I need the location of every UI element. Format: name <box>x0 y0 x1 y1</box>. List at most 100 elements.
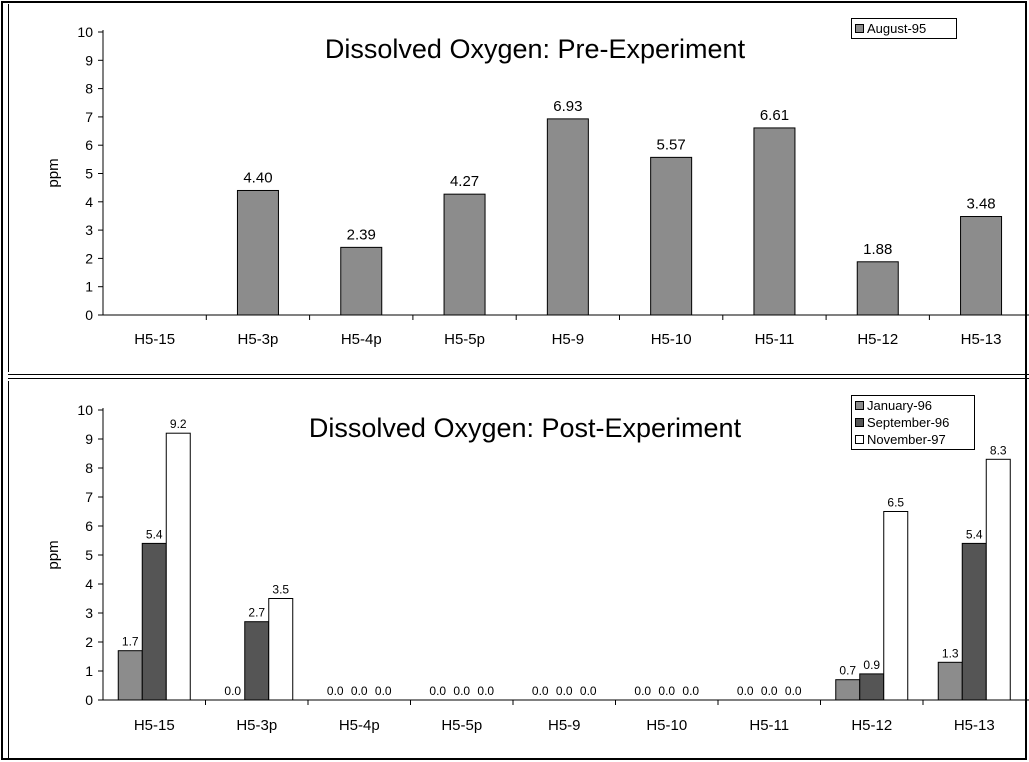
pre-bar-august-95 <box>546 118 589 316</box>
pre-data-label: 4.40 <box>243 169 272 186</box>
post-data-label: 0.7 <box>839 664 856 678</box>
pre-data-label: 6.93 <box>553 98 582 115</box>
post-data-label: 8.3 <box>990 443 1007 457</box>
post-data-label: 0.0 <box>532 684 549 698</box>
post-data-label: 0.0 <box>429 684 446 698</box>
pre-category-label: H5-13 <box>961 331 1002 348</box>
post-y-tick-label: 6 <box>85 518 93 534</box>
post-data-label: 0.0 <box>580 684 597 698</box>
post-bar-january-96 <box>937 661 963 701</box>
panel-divider <box>8 374 1029 379</box>
post-experiment-legend: January-96 September-96 November-97 <box>851 395 975 450</box>
pre-y-tick-label: 8 <box>85 81 93 97</box>
post-category-label: H5-3p <box>236 717 277 734</box>
pre-data-label: 6.61 <box>760 107 789 124</box>
pre-y-tick-label: 2 <box>85 250 93 266</box>
post-data-label: 9.2 <box>170 417 187 431</box>
legend-swatch <box>855 401 864 410</box>
post-data-label: 6.5 <box>887 496 904 510</box>
post-data-label: 5.4 <box>146 527 163 541</box>
legend-label: January-96 <box>867 398 933 413</box>
post-data-label: 0.0 <box>327 684 344 698</box>
legend-swatch <box>855 418 864 427</box>
post-category-label: H5-12 <box>851 717 892 734</box>
pre-y-tick-label: 1 <box>85 279 93 295</box>
pre-y-tick-label: 0 <box>85 307 93 323</box>
legend-item: November-97 <box>855 431 970 448</box>
post-data-label: 0.9 <box>863 658 880 672</box>
post-y-tick-label: 4 <box>85 576 93 592</box>
pre-y-tick-label: 9 <box>85 52 93 68</box>
post-bar-september-96 <box>859 673 885 701</box>
pre-y-tick-label: 7 <box>85 109 93 125</box>
post-y-tick-label: 3 <box>85 605 93 621</box>
post-data-label: 0.0 <box>224 684 241 698</box>
post-y-tick-label: 8 <box>85 460 93 476</box>
post-category-label: H5-5p <box>441 717 482 734</box>
post-y-tick-label: 10 <box>77 402 93 418</box>
post-data-label: 5.4 <box>966 527 983 541</box>
legend-label: August-95 <box>867 21 927 36</box>
legend-item: January-96 <box>855 397 970 414</box>
pre-category-label: H5-9 <box>552 331 585 348</box>
pre-bar-august-95 <box>443 193 486 316</box>
post-y-tick-label: 1 <box>85 663 93 679</box>
pre-y-tick-label: 4 <box>85 194 93 210</box>
post-y-tick-label: 2 <box>85 634 93 650</box>
post-y-tick-label: 9 <box>85 431 93 447</box>
pre-y-axis-label: ppm <box>45 158 62 187</box>
post-data-label: 0.0 <box>682 684 699 698</box>
pre-category-label: H5-3p <box>238 331 279 348</box>
legend-item: August-95 <box>855 20 952 37</box>
legend-item: September-96 <box>855 414 970 431</box>
post-data-label: 3.5 <box>272 583 289 597</box>
top-panel-edge <box>8 4 9 372</box>
pre-bar-august-95 <box>753 127 796 316</box>
pre-y-tick-label: 6 <box>85 137 93 153</box>
post-category-label: H5-11 <box>749 717 789 734</box>
post-y-tick-label: 0 <box>85 692 93 708</box>
pre-bar-august-95 <box>236 189 279 316</box>
pre-data-label: 4.27 <box>450 173 479 190</box>
legend-label: November-97 <box>867 432 946 447</box>
post-data-label: 0.0 <box>761 684 778 698</box>
pre-category-label: H5-11 <box>755 331 795 348</box>
post-bar-september-96 <box>141 542 167 701</box>
legend-label: September-96 <box>867 415 950 430</box>
pre-data-label: 3.48 <box>966 196 995 213</box>
pre-y-tick-label: 5 <box>85 166 93 182</box>
post-category-label: H5-15 <box>134 717 175 734</box>
post-data-label: 0.0 <box>375 684 392 698</box>
post-bar-september-96 <box>961 542 987 701</box>
post-data-label: 0.0 <box>634 684 651 698</box>
pre-chart-title: Dissolved Oxygen: Pre-Experiment <box>325 34 746 64</box>
post-category-label: H5-9 <box>548 717 581 734</box>
post-y-tick-label: 5 <box>85 547 93 563</box>
pre-data-label: 2.39 <box>347 226 376 243</box>
post-data-label: 2.7 <box>248 606 265 620</box>
pre-category-label: H5-10 <box>651 331 692 348</box>
post-y-tick-label: 7 <box>85 489 93 505</box>
pre-experiment-legend: August-95 <box>851 18 957 39</box>
pre-category-label: H5-4p <box>341 331 382 348</box>
pre-category-label: H5-5p <box>444 331 485 348</box>
pre-y-tick-label: 10 <box>77 24 93 40</box>
pre-bar-august-95 <box>960 216 1003 316</box>
legend-swatch <box>855 435 864 444</box>
post-data-label: 1.7 <box>122 635 139 649</box>
post-category-label: H5-10 <box>646 717 687 734</box>
pre-y-tick-label: 3 <box>85 222 93 238</box>
post-chart-title: Dissolved Oxygen: Post-Experiment <box>309 413 742 443</box>
pre-data-label: 1.88 <box>863 241 892 258</box>
post-data-label: 1.3 <box>942 646 959 660</box>
pre-bar-august-95 <box>650 156 693 316</box>
post-y-axis-label: ppm <box>45 540 62 569</box>
post-category-label: H5-13 <box>954 717 995 734</box>
post-data-label: 0.0 <box>737 684 754 698</box>
post-bar-november-97 <box>268 598 294 701</box>
post-data-label: 0.0 <box>658 684 675 698</box>
post-bar-november-97 <box>883 511 909 701</box>
legend-swatch <box>855 24 864 33</box>
